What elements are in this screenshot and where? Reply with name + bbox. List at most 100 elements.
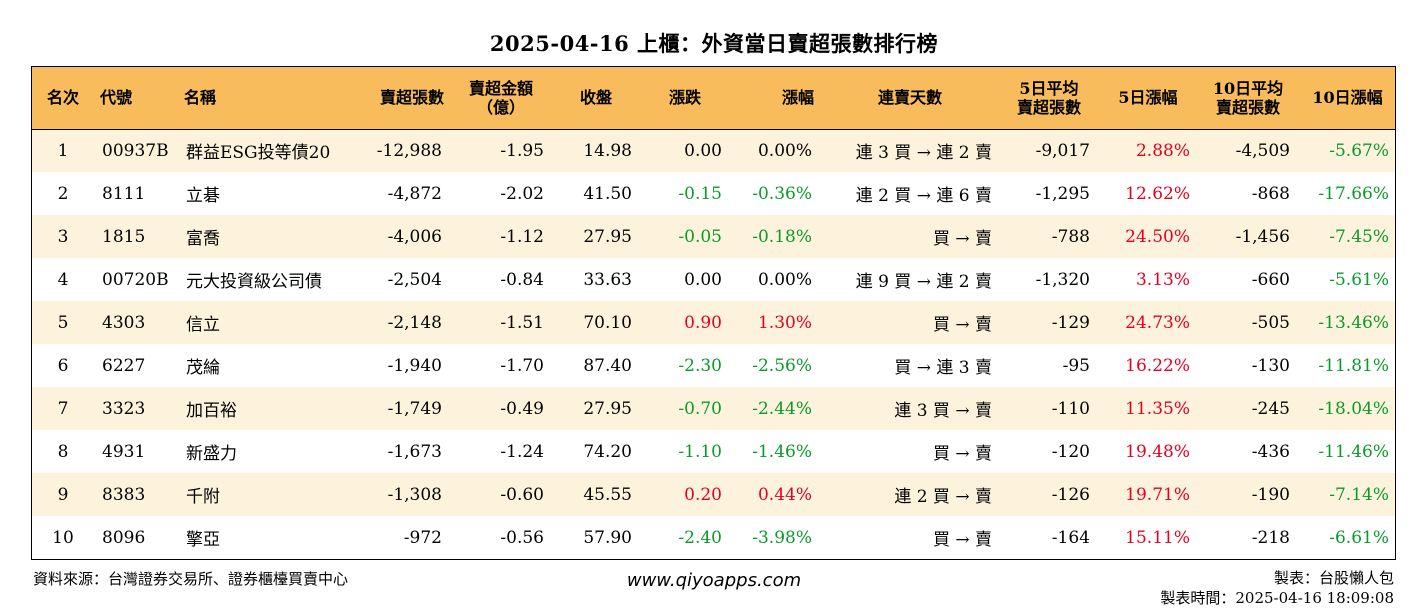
avg10-sell-cell: -436: [1251, 441, 1290, 462]
close-cell: 33.63: [583, 269, 632, 290]
streak-cell: 連 3 買 → 連 2 賣: [855, 143, 992, 164]
rank-cell: 5: [57, 312, 69, 333]
table-row[interactable]: 6 6227 茂綸 -1,940 -1.70 87.40 -2.30 -2.56% 買 → 連 …: [32, 344, 1395, 387]
avg10-sell-cell: -4,509: [1235, 140, 1290, 161]
name-cell: 擎亞: [186, 530, 220, 550]
change-cell: 0.00: [684, 140, 722, 161]
close-cell: 45.55: [583, 484, 632, 505]
avg10-sell-cell: -218: [1251, 527, 1290, 548]
avg5-sell-cell: -9,017: [1035, 140, 1090, 161]
column-header-sell-qty: 賣超張數: [356, 67, 450, 130]
website-link[interactable]: www.qiyoapps.com: [626, 570, 802, 591]
pct5-cell: 15.11%: [1125, 527, 1190, 548]
avg10-sell-cell: -245: [1251, 398, 1290, 419]
pct10-cell: -13.46%: [1318, 312, 1389, 333]
sell-qty-cell: -4,006: [387, 226, 442, 247]
avg5-sell-cell: -1,320: [1035, 269, 1090, 290]
change-pct-cell: -0.36%: [752, 183, 812, 204]
avg10-sell-cell: -190: [1251, 484, 1290, 505]
column-header-line: 漲跌: [668, 88, 701, 108]
name-cell: 千附: [186, 487, 220, 507]
column-header-sell-amount: 賣超金額 （億）: [450, 67, 552, 130]
sell-qty-cell: -972: [403, 527, 442, 548]
pct10-cell: -5.61%: [1329, 269, 1389, 290]
pct5-cell: 16.22%: [1125, 355, 1190, 376]
column-header-line: 賣超張數: [1016, 97, 1081, 117]
table-row[interactable]: 4 00720B 元大投資級公司債 -2,504 -0.84 33.63 0.00 0.00%…: [32, 258, 1395, 301]
avg10-sell-cell: -868: [1251, 183, 1290, 204]
rank-cell: 1: [57, 140, 69, 161]
avg5-sell-cell: -788: [1051, 226, 1090, 247]
maker-label: 製表：台股懶人包: [1273, 569, 1394, 587]
table-row[interactable]: 5 4303 信立 -2,148 -1.51 70.10 0.90 1.30% 買 → 賣 -12…: [32, 301, 1395, 344]
name-cell: 茂綸: [186, 358, 220, 378]
column-header-code: 代號: [94, 67, 178, 130]
rank-cell: 8: [57, 441, 69, 462]
sell-qty-cell: -1,308: [387, 484, 442, 505]
pct5-cell: 12.62%: [1125, 183, 1190, 204]
code-cell: 4303: [102, 312, 146, 333]
code-cell: 6227: [102, 355, 146, 376]
table-row[interactable]: 3 1815 富喬 -4,006 -1.12 27.95 -0.05 -0.18% 買 → 賣 -…: [32, 215, 1395, 258]
pct5-cell: 24.50%: [1125, 226, 1190, 247]
code-cell: 00720B: [102, 269, 169, 290]
avg5-sell-cell: -164: [1051, 527, 1090, 548]
sell-amount-cell: -1.95: [500, 140, 544, 161]
change-cell: -2.40: [678, 527, 722, 548]
pct10-cell: -7.45%: [1329, 226, 1389, 247]
table-row[interactable]: 8 4931 新盛力 -1,673 -1.24 74.20 -1.10 -1.46% 買 → 賣…: [32, 430, 1395, 473]
table-body: 1 00937B 群益ESG投等債20 -12,988 -1.95 14.98 0.00 0.…: [32, 129, 1395, 559]
name-cell: 加百裕: [186, 401, 237, 421]
sell-amount-cell: -1.51: [500, 312, 544, 333]
avg5-sell-cell: -126: [1051, 484, 1090, 505]
sell-qty-cell: -2,148: [387, 312, 442, 333]
close-cell: 57.90: [583, 527, 632, 548]
name-cell: 元大投資級公司債: [186, 272, 322, 292]
column-header-line: 賣超張數: [379, 88, 444, 108]
avg10-sell-cell: -660: [1251, 269, 1290, 290]
pct5-cell: 19.71%: [1125, 484, 1190, 505]
column-header-line: 漲幅: [781, 88, 814, 108]
pct5-cell: 2.88%: [1135, 140, 1190, 161]
table-row[interactable]: 10 8096 擎亞 -972 -0.56 57.90 -2.40 -3.98% 買 → 賣 -1…: [32, 516, 1395, 559]
column-header-pct10: 10日漲幅: [1298, 67, 1395, 130]
column-header-change: 漲跌: [640, 67, 730, 130]
rank-cell: 4: [57, 269, 69, 290]
close-cell: 14.98: [583, 140, 632, 161]
column-header-rank: 名次: [32, 67, 94, 130]
close-cell: 87.40: [583, 355, 632, 376]
streak-cell: 連 2 買 → 賣: [894, 487, 992, 507]
sell-amount-cell: -2.02: [500, 183, 544, 204]
change-pct-cell: -2.56%: [752, 355, 812, 376]
sell-amount-cell: -0.60: [500, 484, 544, 505]
column-header-avg5-sell: 5日平均 賣超張數: [1000, 67, 1098, 130]
rank-cell: 2: [57, 183, 69, 204]
sell-amount-cell: -0.49: [500, 398, 544, 419]
change-pct-cell: 1.30%: [757, 312, 812, 333]
change-cell: -0.70: [678, 398, 722, 419]
column-header-line: 賣超金額: [468, 78, 533, 98]
pct10-cell: -5.67%: [1329, 140, 1389, 161]
table-row[interactable]: 1 00937B 群益ESG投等債20 -12,988 -1.95 14.98 0.00 0.…: [32, 129, 1395, 172]
change-cell: 0.20: [684, 484, 722, 505]
column-header-line: 5日平均: [1019, 78, 1079, 98]
change-pct-cell: 0.44%: [757, 484, 812, 505]
avg5-sell-cell: -95: [1062, 355, 1090, 376]
table-row[interactable]: 2 8111 立碁 -4,872 -2.02 41.50 -0.15 -0.36% 連 2 買 …: [32, 172, 1395, 215]
sell-qty-cell: -12,988: [376, 140, 442, 161]
streak-cell: 買 → 賣: [932, 315, 992, 335]
close-cell: 27.95: [583, 226, 632, 247]
table-row[interactable]: 7 3323 加百裕 -1,749 -0.49 27.95 -0.70 -2.44% 連 3 買…: [32, 387, 1395, 430]
code-cell: 8383: [102, 484, 146, 505]
streak-cell: 連 2 買 → 連 6 賣: [855, 186, 992, 206]
column-header-close: 收盤: [552, 67, 640, 130]
column-header-pct5: 5日漲幅: [1098, 67, 1198, 130]
table-row[interactable]: 9 8383 千附 -1,308 -0.60 45.55 0.20 0.44% 連 2 買 → …: [32, 473, 1395, 516]
sell-amount-cell: -1.70: [500, 355, 544, 376]
close-cell: 70.10: [583, 312, 632, 333]
pct5-cell: 24.73%: [1125, 312, 1190, 333]
column-header-line: 收盤: [579, 88, 612, 108]
pct10-cell: -11.46%: [1318, 441, 1389, 462]
pct10-cell: -18.04%: [1318, 398, 1389, 419]
data-source: 資料來源：台灣證券交易所、證券櫃檯買賣中心: [33, 570, 349, 588]
